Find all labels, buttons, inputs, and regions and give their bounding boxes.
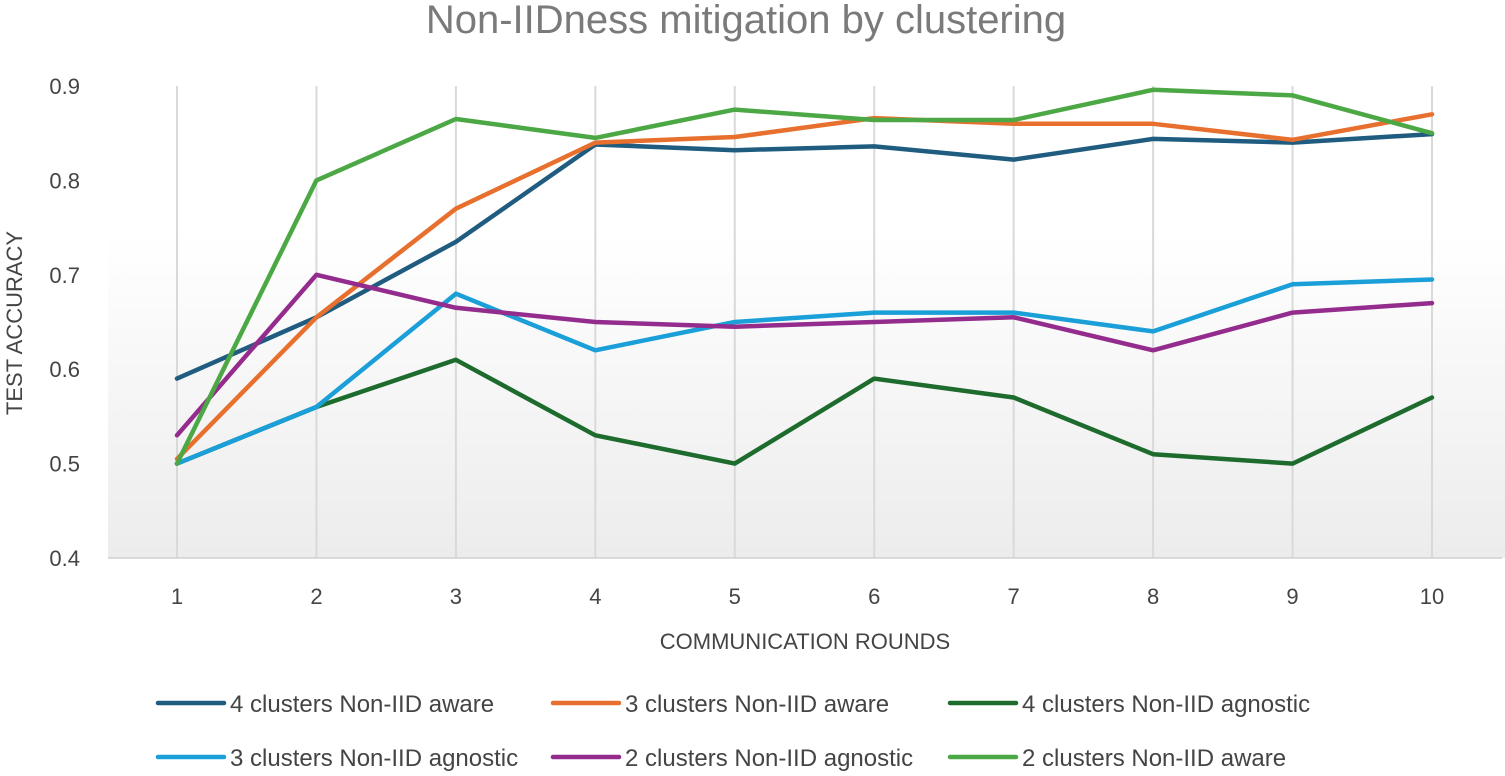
series-lines [174, 87, 1435, 466]
y-tick-label: 0.6 [49, 357, 80, 382]
x-axis-label: COMMUNICATION ROUNDS [660, 629, 950, 654]
x-tick-label: 1 [171, 584, 183, 609]
x-tick-label: 9 [1286, 584, 1298, 609]
legend-label-4-clusters-non-iid-aware: 4 clusters Non-IID aware [230, 691, 494, 718]
x-tick-label: 8 [1147, 584, 1159, 609]
legend: 4 clusters Non-IID aware 3 clusters Non-I… [155, 691, 1310, 772]
legend-label-2-clusters-non-iid-agnostic: 2 clusters Non-IID agnostic [625, 745, 913, 772]
series-line-3-clusters-non-iid-aware [174, 112, 1435, 462]
plot-background [108, 60, 1505, 558]
chart-title: Non-IIDness mitigation by clustering [426, 0, 1066, 42]
series-line-2-clusters-non-iid-aware [174, 87, 1435, 466]
x-tick-label: 10 [1420, 584, 1444, 609]
series-line-4-clusters-non-iid-aware [174, 131, 1435, 381]
x-axis-ticks: 1 2 3 4 5 6 7 8 9 10 [171, 584, 1444, 609]
y-tick-label: 0.5 [49, 452, 80, 477]
series-line-4-clusters-non-iid-agnostic [174, 357, 1435, 466]
legend-label-4-clusters-non-iid-agnostic: 4 clusters Non-IID agnostic [1022, 691, 1310, 718]
y-tick-label: 0.9 [49, 74, 80, 99]
y-tick-label: 0.7 [49, 263, 80, 288]
y-axis-ticks: 0.4 0.5 0.6 0.7 0.8 0.9 [49, 74, 80, 571]
y-tick-label: 0.8 [49, 168, 80, 193]
x-tick-label: 3 [450, 584, 462, 609]
y-tick-label: 0.4 [49, 546, 80, 571]
series-line-2-clusters-non-iid-agnostic [174, 272, 1435, 438]
x-tick-label: 6 [868, 584, 880, 609]
legend-label-3-clusters-non-iid-agnostic: 3 clusters Non-IID agnostic [230, 745, 518, 772]
x-tick-label: 4 [589, 584, 601, 609]
legend-label-3-clusters-non-iid-aware: 3 clusters Non-IID aware [625, 691, 889, 718]
x-tick-label: 5 [729, 584, 741, 609]
legend-label-2-clusters-non-iid-aware: 2 clusters Non-IID aware [1022, 745, 1286, 772]
x-tick-label: 2 [310, 584, 322, 609]
x-tick-label: 7 [1008, 584, 1020, 609]
series-line-3-clusters-non-iid-agnostic [174, 277, 1435, 466]
y-axis-label: TEST ACCURACY [2, 231, 27, 416]
